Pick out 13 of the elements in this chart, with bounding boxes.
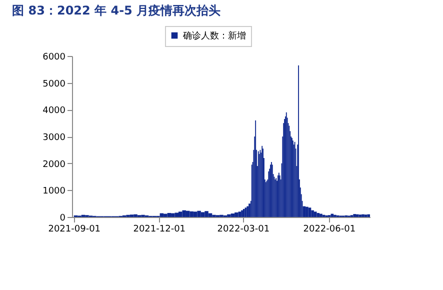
x-tick-label: 2022-03-01 bbox=[217, 224, 270, 234]
y-tick-label: 5000 bbox=[42, 79, 66, 90]
x-tick-label: 2021-09-01 bbox=[48, 224, 101, 234]
y-tick-label: 2000 bbox=[42, 160, 66, 170]
y-tick-label: 1000 bbox=[42, 186, 66, 197]
y-tick-label: 0 bbox=[60, 214, 66, 224]
legend-label: 确诊人数：新增 bbox=[182, 30, 246, 42]
x-tick-label: 2021-12-01 bbox=[133, 224, 186, 234]
y-tick-label: 6000 bbox=[42, 52, 66, 62]
x-tick-label: 2022-06-01 bbox=[303, 224, 356, 234]
y-tick-label: 3000 bbox=[42, 133, 66, 143]
y-tick-label: 4000 bbox=[42, 106, 66, 116]
chart-title: 图 83：2022 年 4-5 月疫情再次抬头 bbox=[12, 4, 221, 18]
